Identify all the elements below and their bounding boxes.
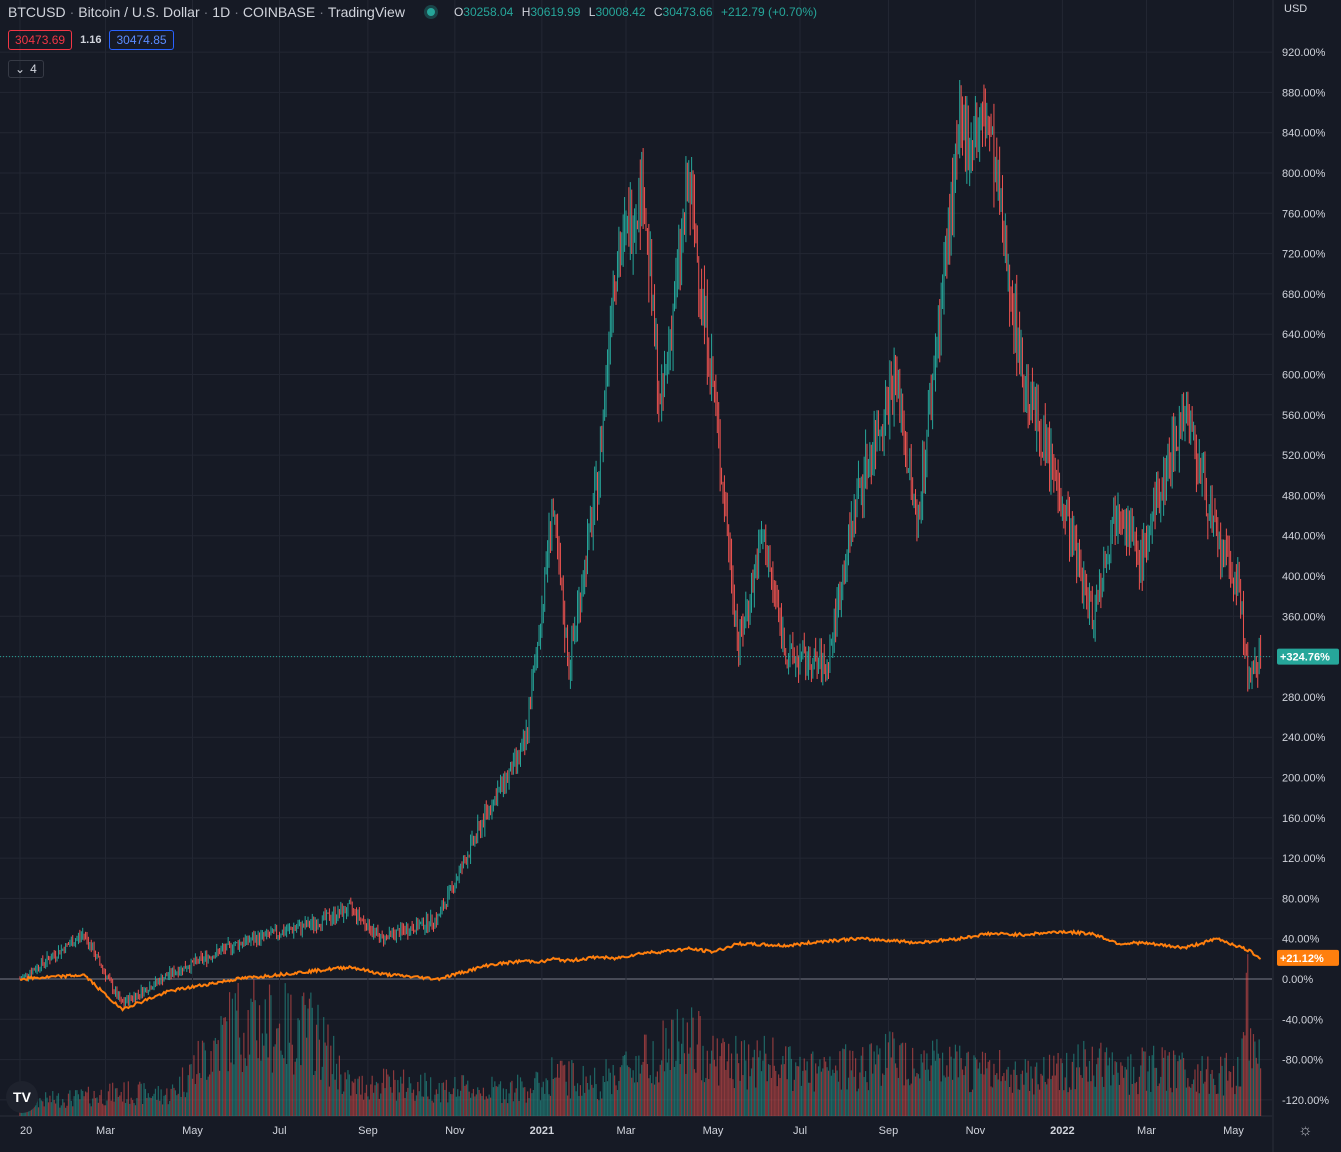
currency-label[interactable]: USD (1284, 3, 1308, 15)
y-tick-label: 40.00% (1282, 934, 1320, 946)
y-tick-label: 800.00% (1282, 168, 1326, 180)
price-candles (19, 80, 1262, 1008)
indicators-toggle-button[interactable]: ⌄ 4 (8, 60, 44, 78)
chevron-down-icon: ⌄ (15, 62, 26, 76)
x-tick-label: Jul (793, 1125, 807, 1137)
x-tick-label: Mar (1137, 1125, 1156, 1137)
x-tick-label: Mar (617, 1125, 636, 1137)
grid (0, 0, 1274, 1152)
y-tick-label: 600.00% (1282, 370, 1326, 382)
current-value-label: +21.12% (1277, 949, 1339, 966)
series-lines (0, 656, 1272, 1012)
y-tick-label: -40.00% (1282, 1014, 1323, 1026)
y-tick-label: 120.00% (1282, 853, 1326, 865)
quote-row: 30473.69 1.16 30474.85 (8, 30, 174, 50)
y-tick-label: 760.00% (1282, 208, 1326, 220)
benchmark-line (19, 928, 1262, 1012)
y-tick-label: 520.00% (1282, 450, 1326, 462)
y-tick-label: 280.00% (1282, 692, 1326, 704)
y-tick-label: 920.00% (1282, 47, 1326, 59)
symbol-name: Bitcoin / U.S. Dollar (78, 4, 200, 20)
y-tick-label: 840.00% (1282, 128, 1326, 140)
y-tick-label: 560.00% (1282, 410, 1326, 422)
y-tick-label: 80.00% (1282, 893, 1320, 905)
tradingview-logo[interactable]: TV (6, 1081, 38, 1113)
current-value-badge (1277, 949, 1339, 966)
settings-icon[interactable]: ☼ (1298, 1122, 1313, 1139)
indicator-count: 4 (30, 62, 37, 76)
x-tick-label: 20 (20, 1125, 32, 1137)
exchange: COINBASE (242, 4, 316, 20)
y-tick-label: 480.00% (1282, 490, 1326, 502)
data-source: TradingView (327, 4, 405, 20)
x-tick-label: Nov (445, 1125, 465, 1137)
x-tick-label: 2021 (530, 1125, 554, 1137)
axes: 920.00% 880.00% 840.00% 800.00% 760.00% 720.0… (20, 47, 1329, 1137)
x-tick-label: May (182, 1125, 203, 1137)
y-tick-label: 160.00% (1282, 813, 1326, 825)
market-status-icon[interactable] (426, 8, 435, 16)
y-tick-label: 720.00% (1282, 249, 1326, 261)
current-value-text: +21.12% (1280, 953, 1324, 965)
x-tick-label: Mar (96, 1125, 115, 1137)
current-value-text: +324.76% (1280, 652, 1330, 664)
ohlc-values: O30258.04 H30619.99 L30008.42 C30473.66 … (453, 5, 818, 19)
y-tick-label: 440.00% (1282, 531, 1326, 543)
x-tick-label: May (703, 1125, 724, 1137)
x-tick-label: Sep (358, 1125, 378, 1137)
y-tick-label: -120.00% (1282, 1095, 1329, 1107)
symbol-legend: BTCUSD · Bitcoin / U.S. Dollar · 1D · CO… (8, 4, 818, 20)
y-tick-label: 0.00% (1282, 974, 1313, 986)
x-tick-label: May (1223, 1125, 1244, 1137)
x-tick-label: Jul (272, 1125, 286, 1137)
y-tick-label: -80.00% (1282, 1055, 1323, 1067)
interval[interactable]: 1D (212, 4, 231, 20)
volume-bars (19, 954, 1262, 1116)
x-tick-label: Nov (966, 1125, 986, 1137)
x-tick-label: Sep (879, 1125, 899, 1137)
y-tick-label: 400.00% (1282, 571, 1326, 583)
x-tick-label: 2022 (1050, 1125, 1074, 1137)
change-value: +212.79 (+0.70%) (720, 5, 818, 19)
y-tick-label: 680.00% (1282, 289, 1326, 301)
buy-button[interactable]: 30474.85 (109, 30, 174, 50)
current-value-label: +324.76% (1277, 648, 1339, 665)
symbol-ticker[interactable]: BTCUSD (8, 4, 66, 20)
y-tick-label: 360.00% (1282, 611, 1326, 623)
y-tick-label: 880.00% (1282, 87, 1326, 99)
y-tick-label: 640.00% (1282, 329, 1326, 341)
y-tick-label: 240.00% (1282, 732, 1326, 744)
y-tick-label: 200.00% (1282, 773, 1326, 785)
current-value-badge (1277, 648, 1339, 665)
current-value-labels: +324.76% +21.12% (1277, 648, 1339, 966)
sell-button[interactable]: 30473.69 (8, 30, 73, 50)
spread-value: 1.16 (80, 34, 102, 46)
